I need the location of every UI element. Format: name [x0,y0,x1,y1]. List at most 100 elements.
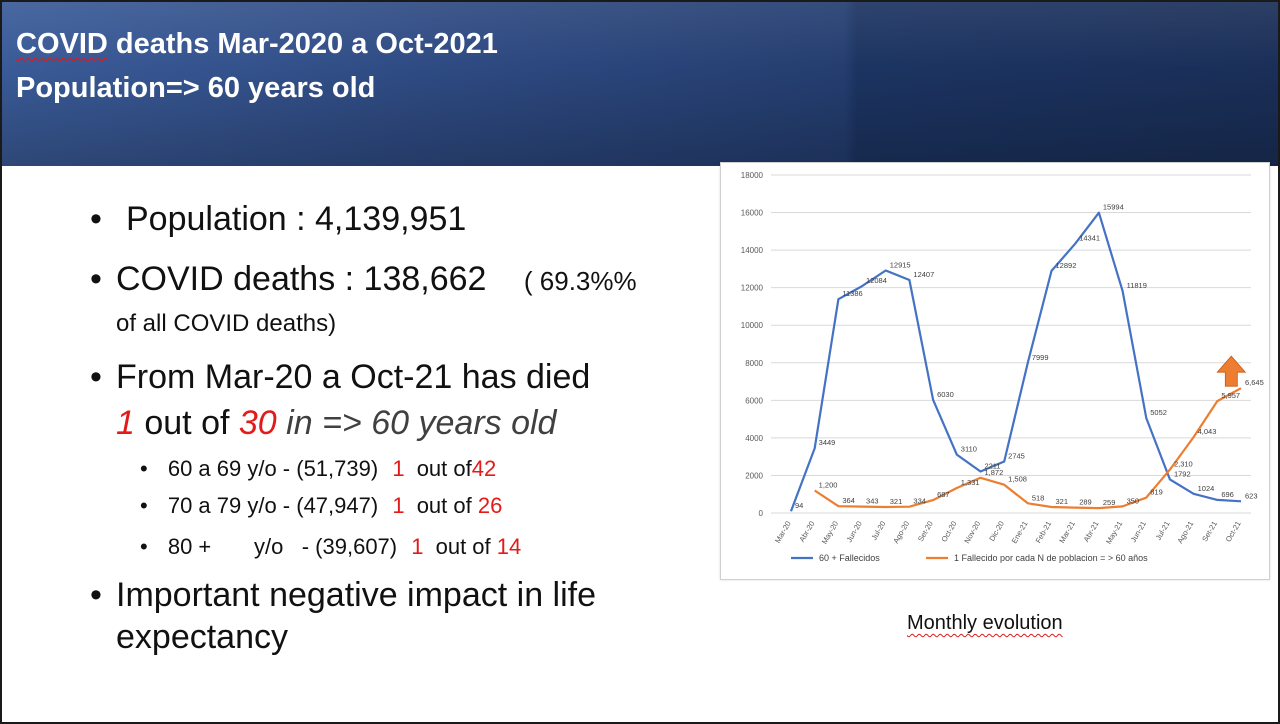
data-label: 2745 [1008,451,1025,460]
died-tail: in => 60 years old [276,404,557,442]
sub1-n: 42 [471,456,497,481]
x-tick-label: May-21 [1104,520,1124,546]
bullet-dot: • [90,200,102,238]
sub3-text: 80 + y/o - (39,607) [167,534,398,559]
y-tick-label: 12000 [741,284,764,293]
sub-dot: • [140,493,148,518]
population-text: Population : 4,139,951 [126,200,467,238]
data-label: 1,331 [961,478,980,487]
sub-bullet-80-plus: • 80 + y/o - (39,607) 1 out of 14 [140,534,521,560]
deaths-percent: ( 69.3%% [523,266,637,296]
impact-line2: expectancy [116,618,288,656]
data-label: 12915 [890,260,911,269]
x-tick-label: Set-20 [916,520,935,544]
bullet-dot: • [90,576,102,614]
sub2-outof: out of [416,493,472,518]
data-label: 623 [1245,491,1258,500]
deaths-text: COVID deaths : 138,662 [116,260,487,298]
sub1-text: 60 a 69 y/o - (51,739) [167,456,379,481]
slide-title-line2: Population=> 60 years old [16,72,376,104]
data-label: 12084 [866,276,887,285]
slide-title-line1: COVID deaths Mar-2020 a Oct-2021 [16,28,498,61]
died-line1: From Mar-20 a Oct-21 has died [116,358,591,396]
sub1-outof: out of [416,456,472,481]
data-label: 5,957 [1221,391,1240,400]
data-label: 3449 [819,438,836,447]
x-tick-label: Jul-21 [1154,520,1172,542]
x-tick-label: Mar-20 [773,520,793,545]
x-tick-label: Mar-21 [1057,520,1077,545]
title-rest: deaths Mar-2020 a Oct-2021 [115,28,498,60]
title-covid: COVID [16,28,108,60]
bullet-impact: • Important negative impact in life [90,576,596,615]
data-label: 819 [1150,488,1163,497]
y-tick-label: 16000 [741,209,764,218]
died-num1: 1 [116,404,135,442]
sub2-one: 1 [392,493,405,518]
x-tick-label: Ago-21 [1175,520,1195,545]
impact-line1: Important negative impact in life [116,576,597,614]
data-label: 687 [937,490,950,499]
data-label: 11386 [842,289,862,298]
banner-shade [2,2,1278,166]
title-banner: COVID deaths Mar-2020 a Oct-2021 Populat… [2,2,1278,166]
bullet-dot: • [90,358,102,396]
data-label: 2211 [984,461,1000,470]
data-label: 94 [795,501,803,510]
sub3-one: 1 [411,534,424,559]
x-tick-label: May-20 [820,520,840,546]
data-label: 15994 [1103,203,1124,212]
data-label: 1,872 [984,468,1003,477]
chart-panel: 0 2000 4000 6000 8000 10000 12000 14000 16000 180… [720,162,1270,580]
data-label: 1024 [1198,484,1215,493]
sub3-n: 14 [496,534,522,559]
bullet-died: • From Mar-20 a Oct-21 has died [90,358,590,397]
data-label: 334 [913,497,926,506]
x-tick-label: Nov-20 [962,520,982,545]
bullet-population: • Population : 4,139,951 [90,200,466,239]
y-tick-label: 14000 [741,246,764,255]
x-tick-label: Jun-20 [845,520,864,544]
x-tick-label: Abr-21 [1082,520,1101,544]
x-tick-label: Oct-20 [939,520,958,544]
data-label: 6,645 [1245,378,1264,387]
series-line-fallecidos [789,211,1242,512]
data-label: 321 [890,497,903,506]
y-tick-label: 2000 [745,471,763,480]
x-tick-label: Jul-20 [869,520,887,542]
x-tick-label: Feb-21 [1034,520,1054,545]
legend-label: 1 Fallecido por cada N de poblacion = > … [954,553,1148,563]
x-tick-label: Ago-20 [891,520,911,545]
data-label: 6030 [937,390,954,399]
y-tick-label: 8000 [745,359,763,368]
y-tick-label: 6000 [745,396,763,405]
sub-dot: • [140,456,148,481]
y-tick-label: 4000 [745,434,763,443]
sub3-outof: out of [435,534,491,559]
data-label: 518 [1032,493,1045,502]
sub-bullet-70-79: • 70 a 79 y/o - (47,947) 1 out of 26 [140,493,502,519]
line-chart: 0 2000 4000 6000 8000 10000 12000 14000 16000 180… [741,171,1264,563]
chart-caption: Monthly evolution [907,612,1063,634]
x-tick-label: Set-21 [1200,520,1219,544]
data-label: 11819 [1127,281,1147,290]
data-label: 4,043 [1198,427,1217,436]
sub-dot: • [140,534,148,559]
data-label: 12892 [1056,261,1077,270]
sub2-n: 26 [477,493,503,518]
data-label: 696 [1221,490,1234,499]
data-label: 1,200 [819,480,838,489]
data-label: 321 [1056,497,1069,506]
up-arrow-icon [1216,355,1247,387]
died-mid: out of [134,404,239,442]
x-tick-label: Abr-20 [797,520,816,544]
deaths-continuation: of all COVID deaths) [116,310,337,337]
y-tick-label: 18000 [741,171,764,180]
bullet-dot: • [90,260,102,298]
y-tick-label: 0 [759,509,764,518]
sub2-text: 70 a 79 y/o - (47,947) [167,493,379,518]
series-line-ratio [814,387,1242,510]
data-label: 350 [1127,496,1140,505]
x-tick-label: Dic-20 [987,520,1006,543]
